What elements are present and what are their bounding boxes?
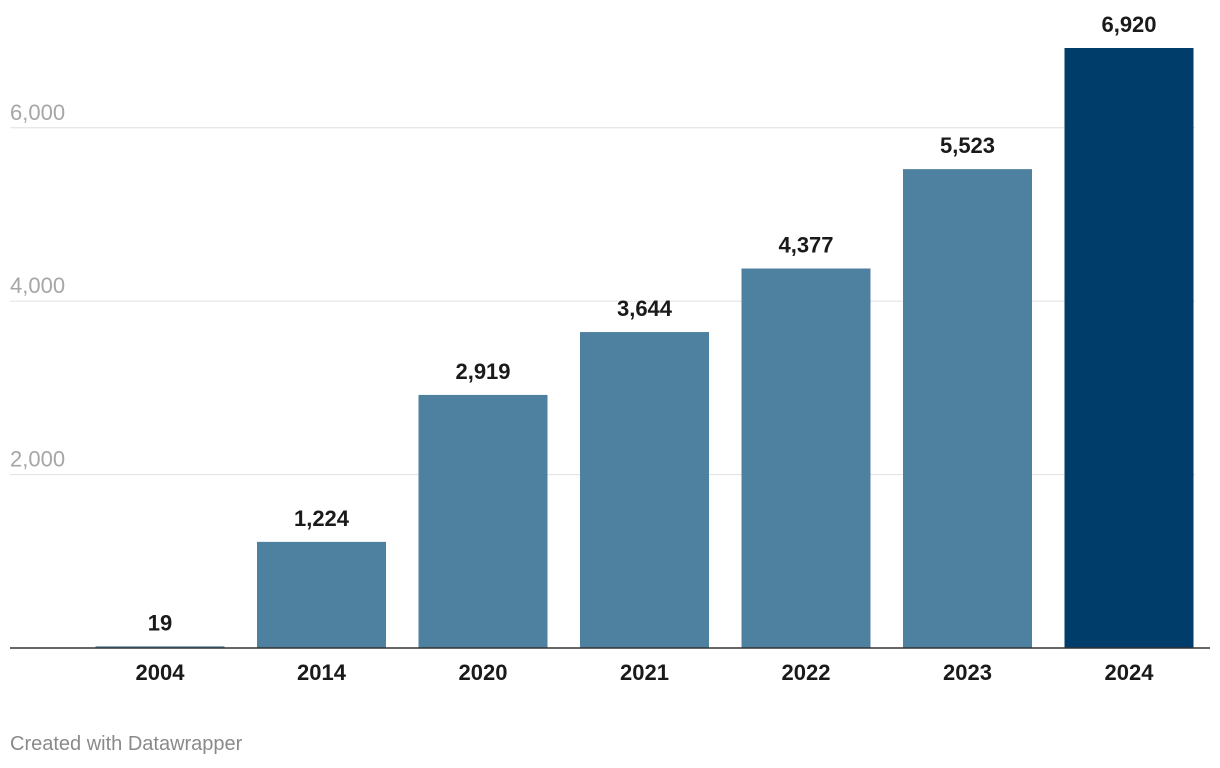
bar-2014 (257, 541, 386, 648)
bar-chart: 2,000 4,000 6,000 19 2004 1,224 2014 2,919 2020… (10, 12, 1210, 685)
data-label-2021: 3,644 (617, 296, 673, 321)
x-tick-label-2024: 2024 (1105, 660, 1155, 685)
bar-2004 (95, 646, 225, 648)
data-label-2022: 4,377 (778, 232, 833, 257)
bar-2020 (418, 394, 548, 648)
x-tick-label-2004: 2004 (136, 660, 186, 685)
bar-2024 (1064, 48, 1194, 648)
bar-2021 (580, 332, 709, 648)
data-label-2023: 5,523 (940, 133, 995, 158)
bar-layer (95, 48, 1194, 648)
bar-2022 (741, 268, 871, 648)
x-tick-label-2022: 2022 (782, 660, 831, 685)
x-tick-label-2021: 2021 (620, 660, 669, 685)
y-tick-label-4000: 4,000 (10, 273, 65, 298)
data-label-2004: 19 (148, 610, 172, 635)
datawrapper-credit: Created with Datawrapper (10, 733, 243, 755)
data-label-2014: 1,224 (294, 506, 350, 531)
y-tick-label-2000: 2,000 (10, 447, 65, 472)
x-tick-label-2023: 2023 (943, 660, 992, 685)
bar-2023 (903, 169, 1032, 648)
grid-layer: 2,000 4,000 6,000 (10, 100, 1195, 476)
y-tick-label-6000: 6,000 (10, 100, 65, 125)
label-layer: 19 2004 1,224 2014 2,919 2020 3,644 2021 4,377 20… (136, 12, 1157, 685)
data-label-2020: 2,919 (455, 359, 510, 384)
x-tick-label-2020: 2020 (459, 660, 508, 685)
data-label-2024: 6,920 (1101, 12, 1156, 37)
x-tick-label-2014: 2014 (297, 660, 347, 685)
